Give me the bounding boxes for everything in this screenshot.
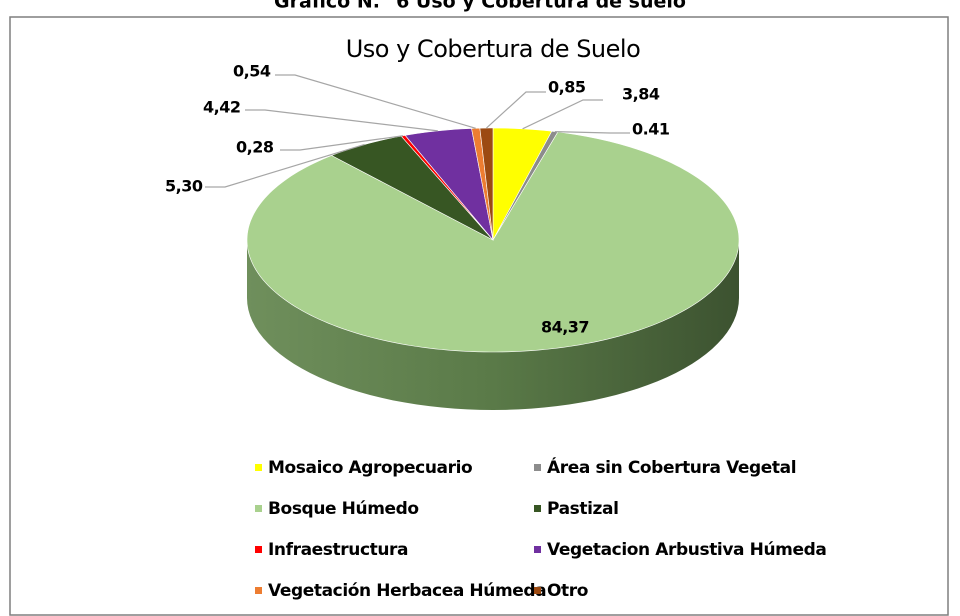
legend-swatch [534,505,541,512]
data-label: 0,85 [548,78,586,97]
leader-line [205,143,365,188]
legend-label: Vegetación Herbacea Húmeda [268,581,546,601]
legend-label: Pastizal [547,499,619,519]
legend-label: Vegetacion Arbustiva Húmeda [547,540,826,560]
data-label: 4,42 [203,98,240,117]
legend-label: Infraestructura [268,540,408,560]
legend-swatch [534,546,541,553]
legend-swatch [255,464,262,471]
data-label: 0,28 [236,138,274,157]
leader-line [486,91,546,129]
leader-line [280,135,404,151]
legend-label: Área sin Cobertura Vegetal [547,456,796,478]
leader-line [245,109,438,132]
slice [246,131,740,353]
leader-line [275,74,476,129]
page-title: Gráfico N.° 6 Uso y Cobertura de suelo [274,0,686,13]
leader-line [554,130,630,134]
slice [479,127,494,241]
data-label: 3,84 [622,85,660,104]
legend-swatch [534,464,541,471]
data-label: 84,37 [541,318,589,337]
legend-swatch [255,505,262,512]
leader-line [522,99,603,130]
slice-side [247,240,739,410]
data-label: 0,54 [233,62,271,81]
legend-label: Bosque Húmedo [268,499,419,519]
legend-label: Otro [547,581,588,601]
data-label: 5,30 [165,177,203,196]
legend-swatch [534,587,541,594]
data-label: 0.41 [632,120,670,139]
legend-label: Mosaico Agropecuario [268,458,472,478]
chart-title: Uso y Cobertura de Suelo [346,35,641,63]
slice [492,127,553,241]
legend-swatch [255,546,262,553]
legend-swatch [255,587,262,594]
